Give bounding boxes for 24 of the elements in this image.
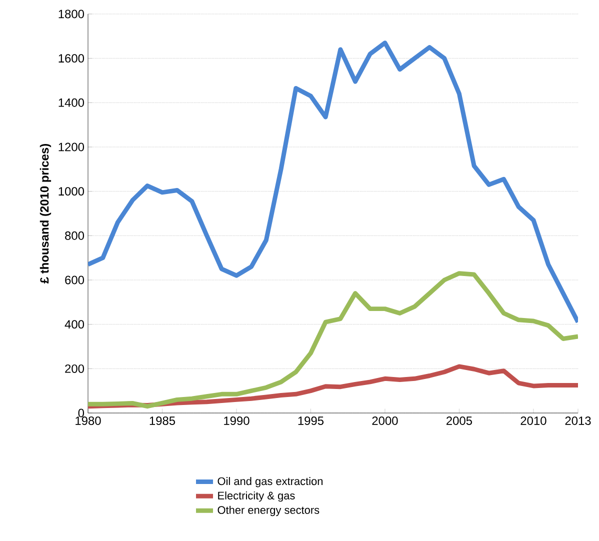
legend-label: Other energy sectors xyxy=(218,506,320,516)
x-tick-label: 1990 xyxy=(224,416,250,425)
x-tick-label: 2010 xyxy=(520,416,546,425)
line-series xyxy=(88,271,578,409)
x-tick-label: 2000 xyxy=(372,416,398,425)
y-tick-label: 1200 xyxy=(58,142,84,152)
y-tick-label: 1000 xyxy=(58,187,84,196)
x-tick-label: 1985 xyxy=(150,416,176,425)
line-series xyxy=(88,40,578,324)
legend-label: Oil and gas extraction xyxy=(218,477,323,488)
x-tick-label: 2005 xyxy=(446,416,472,425)
y-tick-label: 1600 xyxy=(58,54,84,63)
y-tick-label: 400 xyxy=(64,320,84,329)
y-tick-label: 200 xyxy=(65,364,84,373)
y-axis-title: £ thousand (2010 prices) xyxy=(40,144,52,284)
y-tick-label: 600 xyxy=(65,276,84,284)
y-tick-label: 1400 xyxy=(58,98,84,107)
x-tick-label: 1995 xyxy=(298,416,324,425)
x-tick-label: 1980 xyxy=(76,416,101,425)
legend-label: Electricity & gas xyxy=(218,491,295,502)
y-tick-label: 1800 xyxy=(58,10,84,18)
y-tick-label: 800 xyxy=(65,231,84,240)
x-tick-label: 2013 xyxy=(565,416,591,425)
y-tick-label: 0 xyxy=(78,408,84,418)
